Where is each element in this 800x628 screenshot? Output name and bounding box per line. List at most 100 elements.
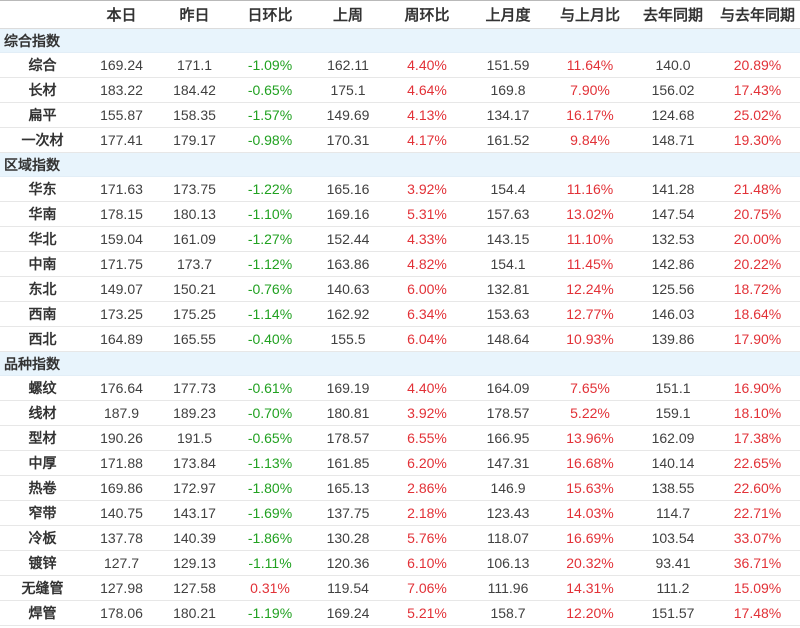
cell-last-week: 169.16: [309, 201, 387, 227]
cell-month-change: 11.45%: [549, 251, 631, 277]
table-row: 线材 187.9 189.23 -0.70% 180.81 3.92% 178.57 5.22…: [0, 400, 800, 426]
row-label: 中南: [0, 251, 85, 277]
cell-month-change: 16.69%: [549, 525, 631, 551]
row-label: 窄带: [0, 500, 85, 526]
cell-year-change: 17.38%: [715, 425, 800, 451]
cell-year-change: 20.89%: [715, 52, 800, 78]
cell-last-year: 142.86: [631, 251, 715, 277]
table-row: 华东 171.63 173.75 -1.22% 165.16 3.92% 154.4 11.1…: [0, 176, 800, 202]
group-title: 综合指数: [0, 28, 800, 53]
row-label: 线材: [0, 400, 85, 426]
cell-last-week: 152.44: [309, 226, 387, 252]
cell-month-change: 14.31%: [549, 575, 631, 601]
table-row: 西南 173.25 175.25 -1.14% 162.92 6.34% 153.63 12.…: [0, 301, 800, 327]
row-label: 华东: [0, 176, 85, 202]
cell-today: 155.87: [85, 102, 158, 128]
row-label: 热卷: [0, 475, 85, 501]
row-label: 螺纹: [0, 375, 85, 401]
cell-week-change: 7.06%: [387, 575, 467, 601]
cell-week-change: 4.40%: [387, 52, 467, 78]
cell-week-change: 3.92%: [387, 400, 467, 426]
cell-month-change: 10.93%: [549, 326, 631, 352]
row-label: 东北: [0, 276, 85, 302]
table-row: 螺纹 176.64 177.73 -0.61% 169.19 4.40% 164.09 7.6…: [0, 375, 800, 401]
row-label: 中厚: [0, 450, 85, 476]
cell-year-change: 17.48%: [715, 600, 800, 626]
cell-week-change: 6.04%: [387, 326, 467, 352]
cell-last-month: 157.63: [467, 201, 549, 227]
row-label: 西北: [0, 326, 85, 352]
cell-last-year: 147.54: [631, 201, 715, 227]
cell-last-year: 140.14: [631, 450, 715, 476]
cell-today: 140.75: [85, 500, 158, 526]
cell-day-change: -1.09%: [231, 52, 309, 78]
group-title: 品种指数: [0, 351, 800, 376]
cell-year-change: 21.48%: [715, 176, 800, 202]
cell-month-change: 9.84%: [549, 127, 631, 153]
cell-last-month: 161.52: [467, 127, 549, 153]
cell-last-year: 139.86: [631, 326, 715, 352]
cell-last-week: 120.36: [309, 550, 387, 576]
cell-last-month: 146.9: [467, 475, 549, 501]
cell-day-change: -1.14%: [231, 301, 309, 327]
cell-month-change: 7.65%: [549, 375, 631, 401]
cell-day-change: -0.76%: [231, 276, 309, 302]
cell-month-change: 5.22%: [549, 400, 631, 426]
column-header-today: 本日: [85, 0, 158, 29]
cell-day-change: -1.12%: [231, 251, 309, 277]
cell-day-change: -1.19%: [231, 600, 309, 626]
cell-today: 127.98: [85, 575, 158, 601]
cell-year-change: 18.10%: [715, 400, 800, 426]
cell-last-month: 154.1: [467, 251, 549, 277]
cell-day-change: -1.69%: [231, 500, 309, 526]
row-label: 型材: [0, 425, 85, 451]
cell-last-year: 140.0: [631, 52, 715, 78]
cell-today: 127.7: [85, 550, 158, 576]
cell-year-change: 20.75%: [715, 201, 800, 227]
cell-month-change: 11.10%: [549, 226, 631, 252]
cell-last-week: 119.54: [309, 575, 387, 601]
cell-today: 137.78: [85, 525, 158, 551]
table-row: 综合 169.24 171.1 -1.09% 162.11 4.40% 151.59 11.6…: [0, 52, 800, 78]
cell-yesterday: 143.17: [158, 500, 231, 526]
group-header-row: 品种指数: [0, 351, 800, 376]
table-row: 华北 159.04 161.09 -1.27% 152.44 4.33% 143.15 11.…: [0, 226, 800, 252]
cell-month-change: 11.16%: [549, 176, 631, 202]
cell-yesterday: 171.1: [158, 52, 231, 78]
cell-last-year: 159.1: [631, 400, 715, 426]
table-row: 焊管 178.06 180.21 -1.19% 169.24 5.21% 158.7 12.2…: [0, 600, 800, 626]
cell-day-change: -1.11%: [231, 550, 309, 576]
row-label: 镀锌: [0, 550, 85, 576]
cell-yesterday: 179.17: [158, 127, 231, 153]
row-label: 一次材: [0, 127, 85, 153]
cell-today: 171.63: [85, 176, 158, 202]
cell-today: 173.25: [85, 301, 158, 327]
cell-last-year: 151.1: [631, 375, 715, 401]
cell-today: 187.9: [85, 400, 158, 426]
row-label: 长材: [0, 77, 85, 103]
column-header-rowlabel: [0, 0, 85, 29]
cell-last-month: 118.07: [467, 525, 549, 551]
cell-day-change: -1.80%: [231, 475, 309, 501]
table-row: 一次材 177.41 179.17 -0.98% 170.31 4.17% 161.52 9.…: [0, 127, 800, 153]
cell-last-month: 166.95: [467, 425, 549, 451]
cell-yesterday: 165.55: [158, 326, 231, 352]
cell-last-month: 123.43: [467, 500, 549, 526]
table-body: 综合指数 综合 169.24 171.1 -1.09% 162.11 4.40% 151.59…: [0, 28, 800, 626]
cell-today: 190.26: [85, 425, 158, 451]
cell-week-change: 4.64%: [387, 77, 467, 103]
cell-today: 171.75: [85, 251, 158, 277]
cell-last-year: 138.55: [631, 475, 715, 501]
cell-year-change: 20.00%: [715, 226, 800, 252]
cell-day-change: -1.10%: [231, 201, 309, 227]
cell-year-change: 18.72%: [715, 276, 800, 302]
cell-day-change: -1.22%: [231, 176, 309, 202]
cell-day-change: -0.65%: [231, 425, 309, 451]
cell-day-change: -0.98%: [231, 127, 309, 153]
cell-year-change: 36.71%: [715, 550, 800, 576]
cell-last-month: 169.8: [467, 77, 549, 103]
cell-last-year: 124.68: [631, 102, 715, 128]
cell-last-week: 169.19: [309, 375, 387, 401]
cell-month-change: 7.90%: [549, 77, 631, 103]
cell-week-change: 5.21%: [387, 600, 467, 626]
